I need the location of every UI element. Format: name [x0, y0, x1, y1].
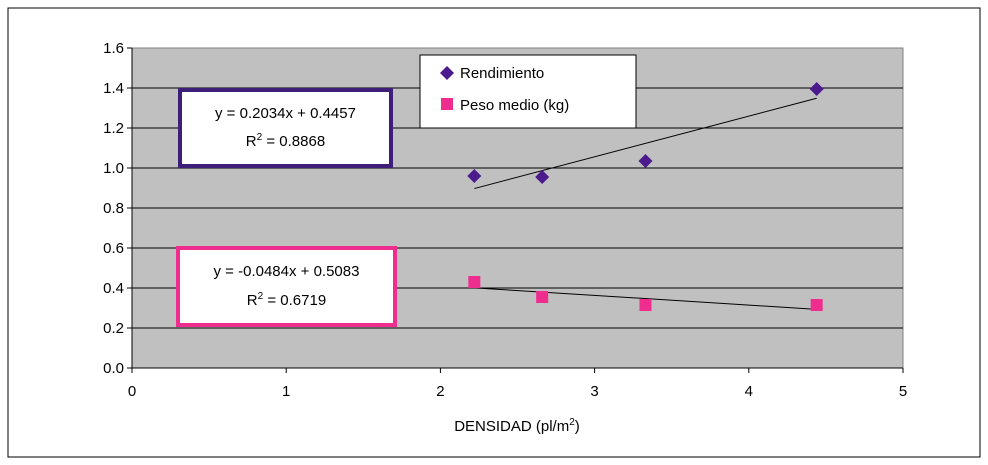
trendline-peso-medio [474, 287, 817, 310]
y-tick-label: 1.0 [103, 160, 124, 177]
y-tick-label: 0.6 [103, 240, 124, 257]
equation-box-peso-medio [176, 246, 397, 327]
r2-text-rendimiento: R2 = 0.8868 [246, 132, 325, 150]
y-tick-label: 1.4 [103, 80, 124, 97]
y-tick-label: 0.8 [103, 200, 124, 217]
x-tick-label: 3 [590, 383, 598, 400]
point-peso-medio [468, 276, 481, 288]
x-tick-label: 0 [128, 383, 136, 400]
y-tick-label: 0.4 [103, 280, 124, 297]
point-rendimiento [809, 82, 824, 96]
trendline-equation-peso-medio: y = -0.0484x + 0.5083 R2 = 0.6719 [176, 246, 397, 327]
y-tick-label: 1.2 [103, 120, 124, 137]
y-tick-label: 0.2 [103, 320, 124, 337]
equation-text-rendimiento: y = 0.2034x + 0.4457 [215, 105, 356, 122]
y-tick-label: 1.6 [103, 40, 124, 57]
point-rendimiento [638, 154, 653, 168]
axes: 0.0 0.2 0.4 0.6 0.8 1.0 1.2 1.4 1.6 0 1 2 3 4 5 [103, 40, 907, 400]
point-rendimiento [467, 169, 482, 183]
legend-label-rendimiento: Rendimiento [460, 65, 544, 82]
point-peso-medio [536, 291, 549, 303]
trendlines [474, 97, 817, 310]
trendline-equation-rendimiento: y = 0.2034x + 0.4457 R2 = 0.8868 [178, 88, 393, 168]
legend-marker-rendimiento [440, 66, 454, 80]
legend-marker-peso-medio [441, 98, 453, 110]
x-axis-title: DENSIDAD (pl/m2) [454, 417, 580, 435]
x-tick-label: 5 [899, 383, 907, 400]
data-points [467, 82, 824, 311]
x-tick-label: 4 [745, 383, 753, 400]
legend: Rendimiento Peso medio (kg) [419, 54, 637, 129]
point-rendimiento [535, 170, 550, 184]
equation-box-rendimiento [178, 88, 393, 168]
point-peso-medio [810, 299, 823, 311]
y-tick-label: 0.0 [103, 360, 124, 377]
r2-text-peso-medio: R2 = 0.6719 [247, 291, 326, 309]
legend-box [419, 54, 637, 129]
x-tick-label: 1 [282, 383, 290, 400]
equation-text-peso-medio: y = -0.0484x + 0.5083 [214, 263, 360, 280]
x-tick-label: 2 [436, 383, 444, 400]
trendline-rendimiento [474, 97, 817, 190]
point-peso-medio [639, 299, 652, 311]
legend-label-peso-medio: Peso medio (kg) [460, 97, 569, 114]
